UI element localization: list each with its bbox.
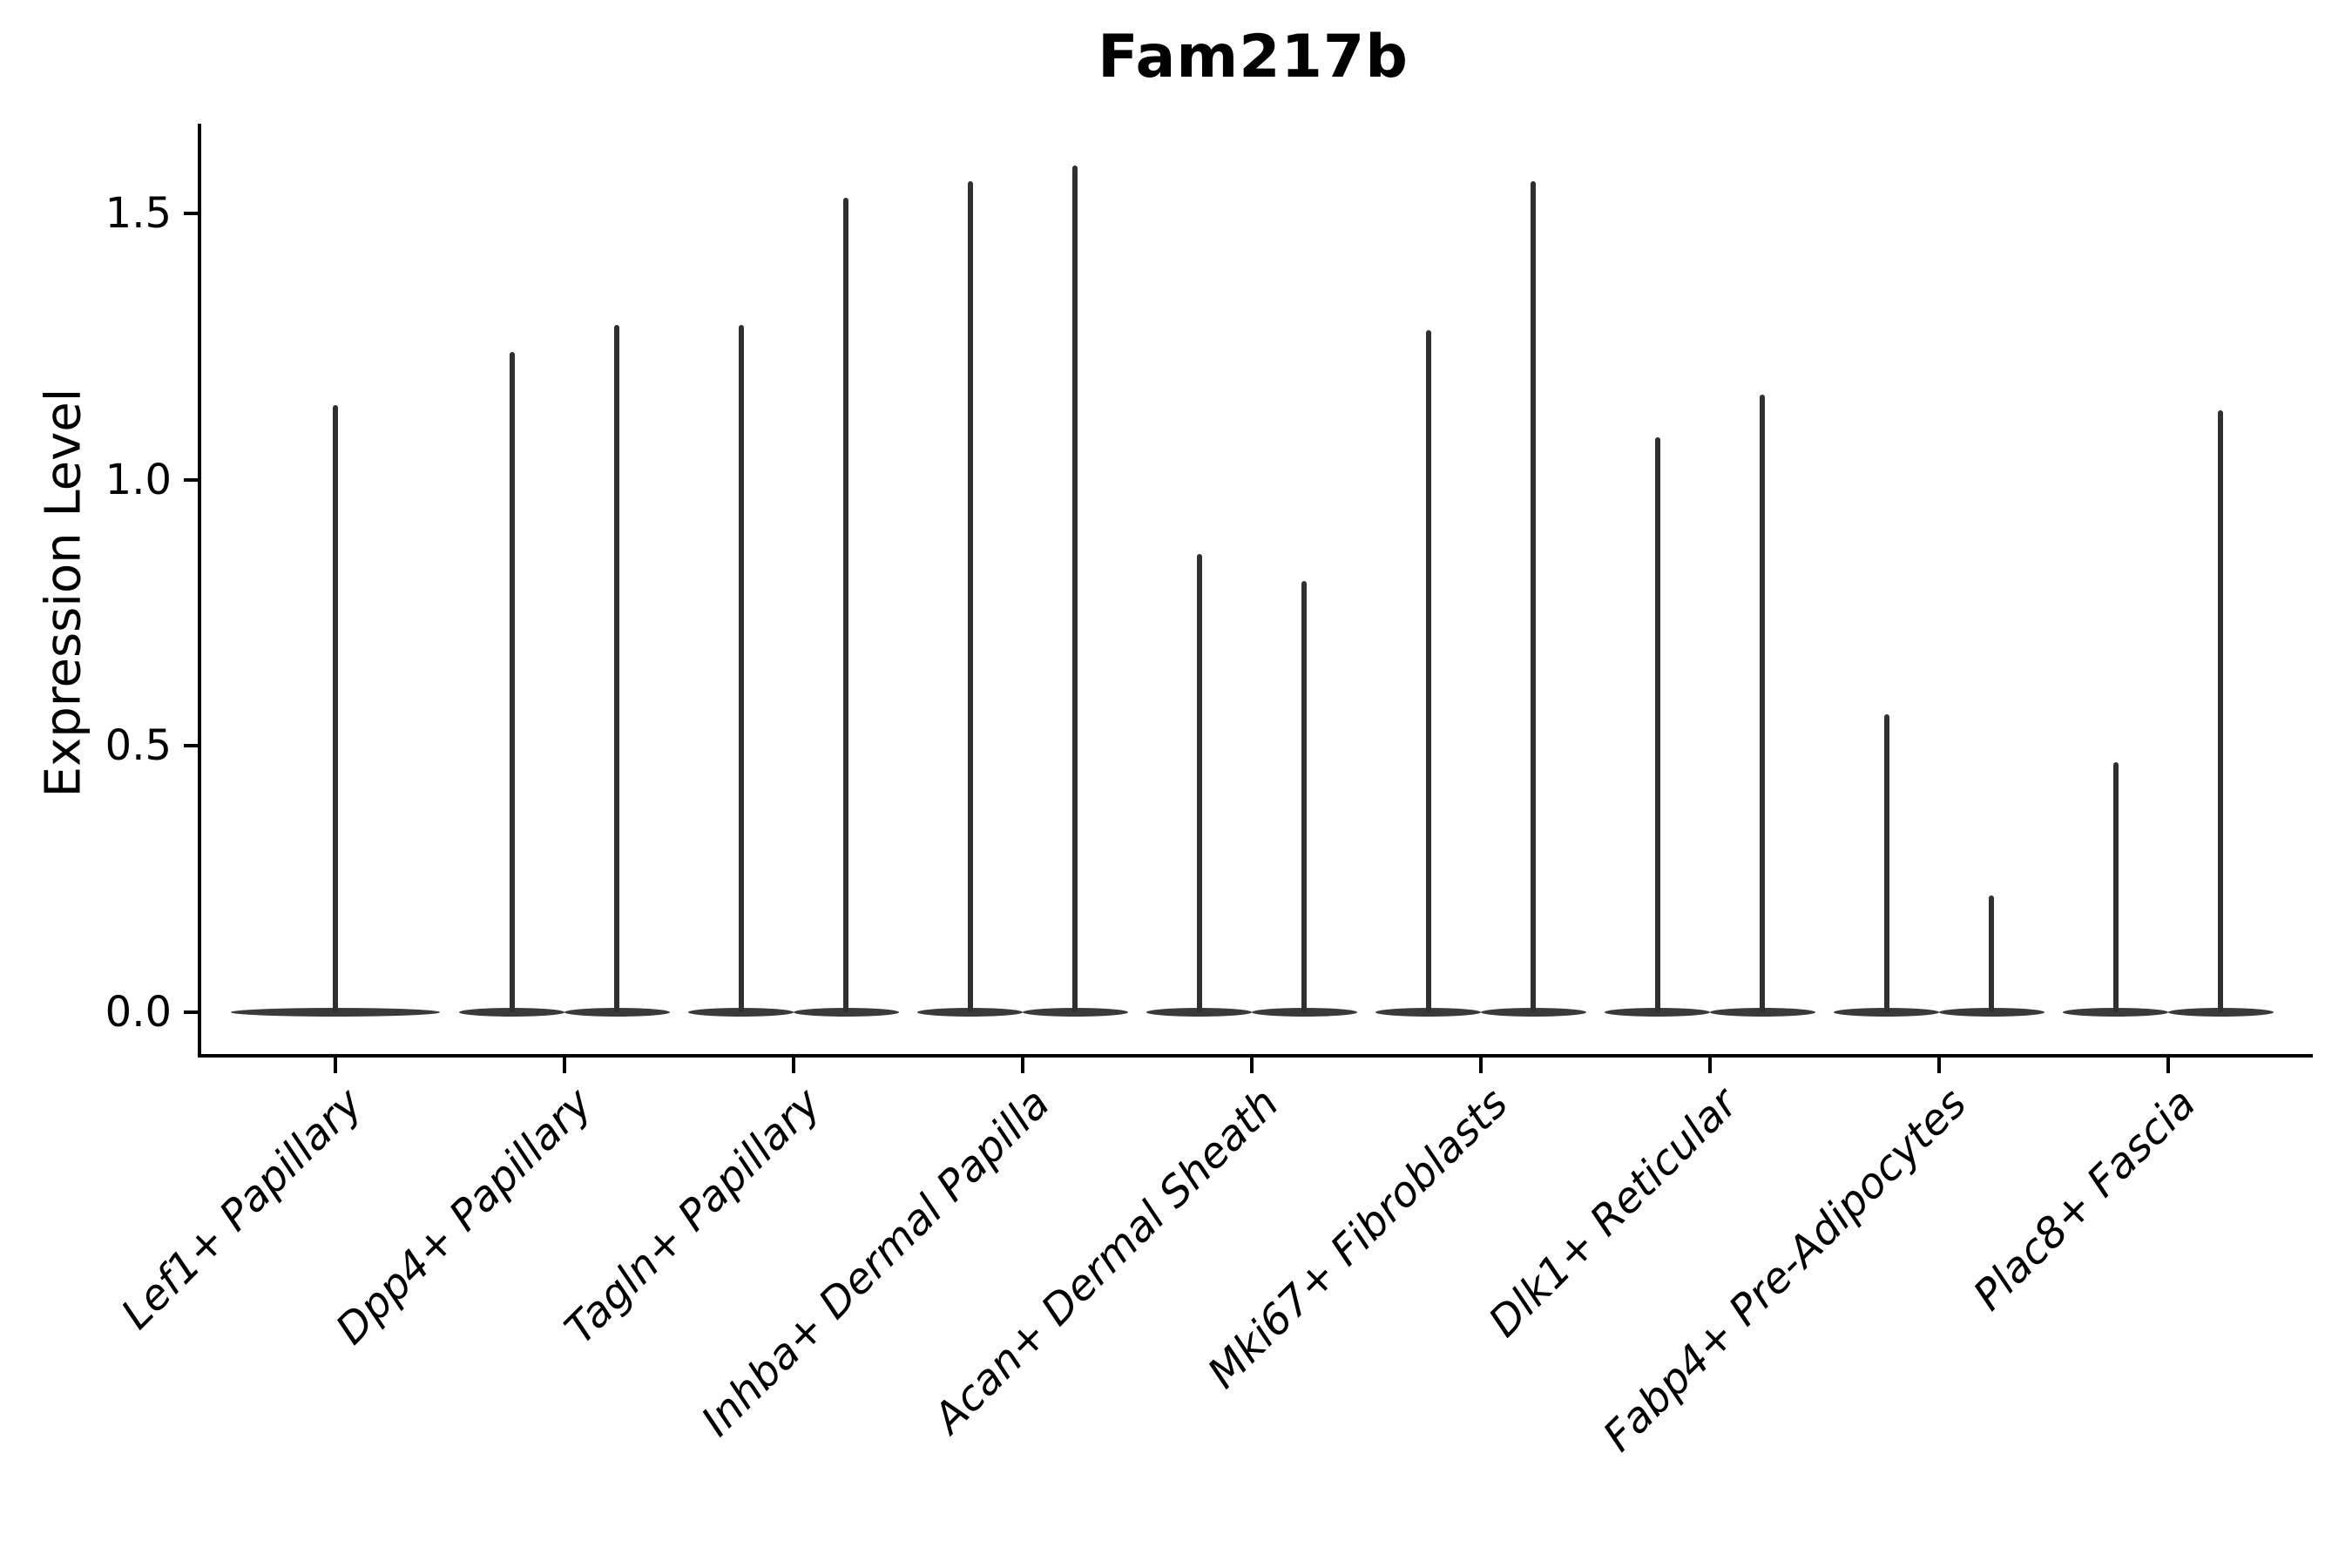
violin-base <box>1605 1008 1710 1017</box>
x-axis-category-label: Dlk1+ Reticular <box>1478 1078 1747 1347</box>
x-axis-tick <box>2166 1058 2170 1073</box>
violin-base <box>1252 1008 1357 1017</box>
y-axis-label: Expression Level <box>35 388 92 798</box>
y-axis-spine <box>198 124 201 1058</box>
x-axis-category-label: Dpp4+ Papillary <box>326 1078 602 1355</box>
violin-base <box>564 1008 670 1017</box>
violin-spike <box>509 351 515 1012</box>
x-axis-tick <box>1021 1058 1024 1073</box>
x-axis-tick <box>1479 1058 1483 1073</box>
x-axis-tick <box>1250 1058 1254 1073</box>
violin-spike <box>1883 713 1889 1012</box>
violin-spike <box>1072 165 1078 1012</box>
violin-base <box>459 1008 564 1017</box>
violin-base <box>1834 1008 1939 1017</box>
violin-spike <box>738 325 744 1012</box>
violin-base <box>1146 1008 1252 1017</box>
x-axis-spine <box>198 1054 2313 1058</box>
violin-spike <box>843 197 849 1012</box>
violin-base <box>688 1008 794 1017</box>
violin-base <box>1023 1008 1128 1017</box>
y-axis-tick-label: 1.5 <box>105 189 172 238</box>
x-axis-category-label: Tagln+ Papillary <box>555 1078 831 1354</box>
violin-base <box>2063 1008 2168 1017</box>
y-axis-tick <box>184 744 198 748</box>
violin-spike <box>1760 394 1766 1012</box>
violin-spike <box>614 325 620 1012</box>
violin-spike <box>2218 410 2224 1012</box>
y-axis-tick <box>184 212 198 215</box>
violin-base <box>917 1008 1023 1017</box>
violin-base <box>2168 1008 2274 1017</box>
x-axis-category-label: Plac8+ Fascia <box>1963 1078 2206 1321</box>
violin-base <box>231 1008 440 1017</box>
violin-spike <box>1654 436 1660 1012</box>
violin-spike <box>1196 554 1202 1012</box>
violin-base <box>1710 1008 1815 1017</box>
violin-spike <box>1531 181 1537 1012</box>
violin-base <box>1939 1008 2044 1017</box>
violin-spike <box>1425 330 1431 1012</box>
y-axis-tick-label: 0.5 <box>105 721 172 771</box>
violin-spike <box>2112 761 2119 1012</box>
violin-spike <box>1989 895 1995 1012</box>
x-axis-tick <box>1937 1058 1941 1073</box>
plot-title: Fam217b <box>1098 23 1409 91</box>
x-axis-tick <box>792 1058 795 1073</box>
x-axis-tick <box>563 1058 566 1073</box>
violin-base <box>794 1008 899 1017</box>
violin-spike <box>967 181 973 1012</box>
y-axis-tick <box>184 477 198 482</box>
violin-base <box>1481 1008 1586 1017</box>
violin-spike <box>333 405 338 1012</box>
x-axis-tick <box>334 1058 337 1073</box>
y-axis-tick-label: 1.0 <box>105 455 172 504</box>
violin-base <box>1375 1008 1481 1017</box>
y-axis-tick <box>184 1010 198 1014</box>
violin-spike <box>1301 580 1308 1012</box>
x-axis-tick <box>1708 1058 1712 1073</box>
x-axis-category-label: Lef1+ Papillary <box>112 1078 373 1339</box>
y-axis-tick-label: 0.0 <box>105 988 172 1037</box>
x-axis-category-label: Fabp4+ Pre-Adipocytes <box>1593 1078 1977 1462</box>
